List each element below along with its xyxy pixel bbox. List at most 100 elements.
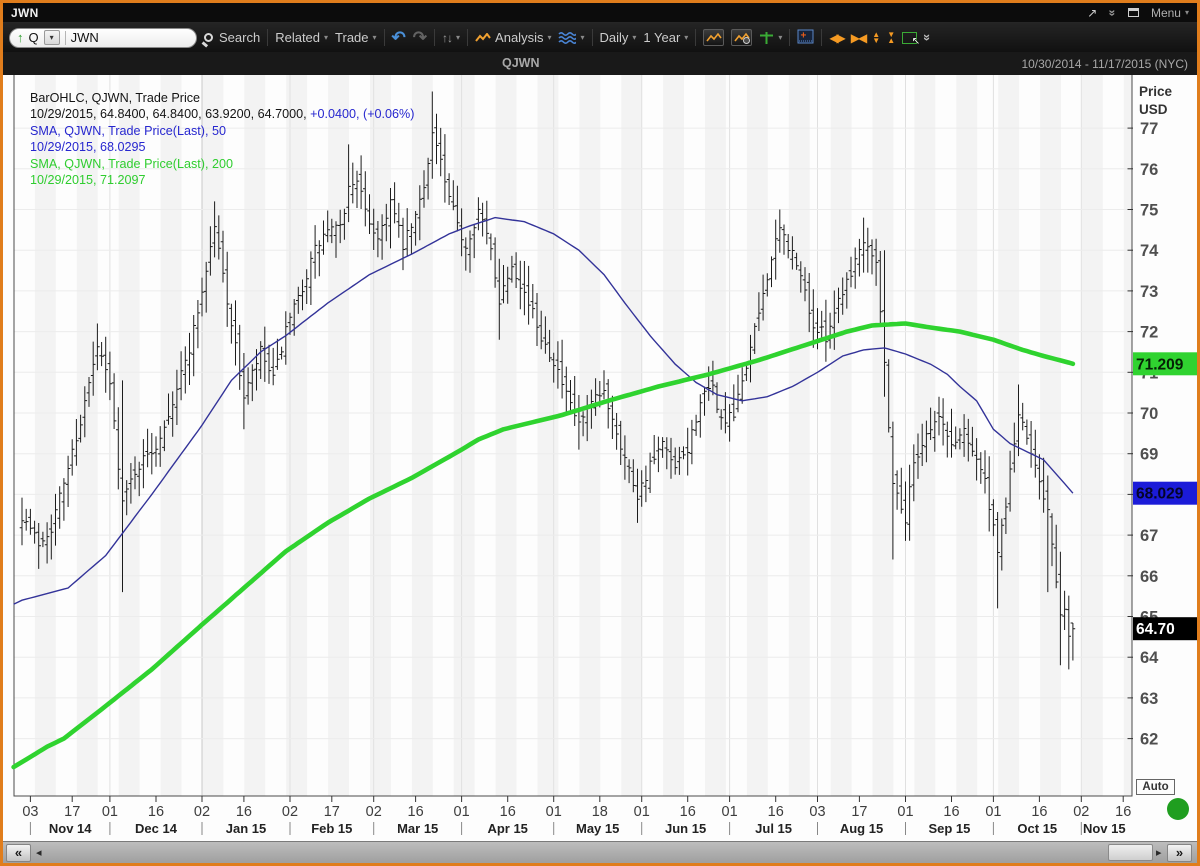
- undo-button[interactable]: ↶: [391, 28, 406, 47]
- legend-ohlc-change: +0.0400, (+0.06%): [310, 107, 415, 122]
- analysis-label: Analysis: [495, 30, 544, 45]
- divider: [267, 29, 269, 46]
- mini-chart-icon: [734, 32, 750, 42]
- range-dropdown[interactable]: 1 Year ▾: [643, 30, 688, 45]
- expand-horizontal-button[interactable]: ◀▶: [829, 30, 846, 45]
- symbol-entry[interactable]: ↑ Q ▾ JWN: [9, 27, 197, 48]
- magnifier-icon: [743, 37, 751, 44]
- svg-text:Aug 15: Aug 15: [840, 821, 883, 836]
- auto-scale-button[interactable]: Auto: [1136, 779, 1175, 795]
- restore-window-icon[interactable]: [1127, 8, 1139, 17]
- scrollbar-thumb[interactable]: [1108, 844, 1153, 861]
- search-icon: [204, 33, 213, 42]
- svg-text:Dec 14: Dec 14: [135, 821, 178, 836]
- svg-text:64.70: 64.70: [1136, 621, 1175, 638]
- plot-frame: [13, 75, 1133, 797]
- related-label: Related: [275, 30, 321, 45]
- svg-text:16: 16: [408, 804, 424, 820]
- svg-text:Mar 15: Mar 15: [397, 821, 438, 836]
- more-tools-button[interactable]: »: [920, 33, 936, 42]
- svg-text:03: 03: [22, 804, 38, 820]
- popout-icon[interactable]: ↗: [1087, 5, 1098, 20]
- legend-ohlc-values: 10/29/2015, 64.8400, 64.8400, 63.9200, 6…: [30, 106, 414, 122]
- divider: [695, 29, 697, 46]
- chevron-down-icon: ▾: [580, 32, 585, 42]
- collapse-horizontal-button[interactable]: ▶◀: [850, 30, 868, 45]
- svg-text:USD: USD: [1139, 102, 1168, 117]
- svg-text:Jul 15: Jul 15: [755, 821, 792, 836]
- chart-style-button[interactable]: [703, 29, 725, 46]
- quote-type-dropdown[interactable]: ▾: [43, 30, 60, 45]
- chart-review-button[interactable]: [731, 29, 753, 46]
- zoom-region-button[interactable]: [902, 31, 920, 47]
- triangle-down-icon: ▼: [872, 35, 881, 45]
- price-chart[interactable]: 03 17 01 16 02 16 02 17 02 16 01 16 01 18 01 16 01 16 03 17…: [3, 75, 1197, 841]
- horizontal-scrollbar[interactable]: « ◂ ▸ »: [3, 841, 1197, 863]
- scroll-right-arrow[interactable]: ▸: [1156, 847, 1162, 859]
- period-dropdown[interactable]: Daily ▾: [600, 30, 637, 45]
- svg-text:Apr 15: Apr 15: [487, 821, 527, 836]
- expand-vertical-button[interactable]: ▲ ▼: [872, 29, 881, 45]
- period-label: Daily: [599, 30, 629, 45]
- tick-settings-button[interactable]: ↑↓ ▾: [442, 31, 460, 45]
- crosshair-dropdown[interactable]: ▾: [759, 31, 782, 45]
- analysis-dropdown[interactable]: Analysis ▾: [475, 30, 551, 45]
- svg-text:72: 72: [1140, 324, 1158, 342]
- collapse-window-icon[interactable]: »: [1105, 9, 1120, 16]
- range-label: 1 Year: [643, 30, 681, 45]
- svg-text:Nov 15: Nov 15: [1083, 821, 1126, 836]
- svg-text:Jan 15: Jan 15: [226, 821, 266, 836]
- titlebar-icons: ↗ » Menu ▾: [1087, 6, 1189, 20]
- svg-text:74: 74: [1140, 242, 1159, 260]
- price-label-sma200: 71.209: [1133, 352, 1197, 376]
- svg-text:01: 01: [102, 804, 118, 820]
- window-title: JWN: [11, 5, 39, 20]
- scroll-far-left-button[interactable]: «: [6, 844, 31, 862]
- svg-text:16: 16: [1031, 804, 1047, 820]
- svg-text:01: 01: [634, 804, 650, 820]
- svg-text:01: 01: [722, 804, 738, 820]
- svg-text:01: 01: [897, 804, 913, 820]
- search-button[interactable]: Search: [204, 30, 260, 45]
- triangle-up-icon: ▲: [887, 35, 896, 45]
- trade-label: Trade: [335, 30, 369, 45]
- svg-text:02: 02: [366, 804, 382, 820]
- svg-text:63: 63: [1140, 690, 1158, 708]
- add-panel-button[interactable]: +: [797, 29, 814, 47]
- divider: [789, 29, 791, 46]
- collapse-vertical-button[interactable]: ▼ ▲: [887, 30, 896, 45]
- price-label-sma50: 68.029: [1133, 481, 1197, 505]
- svg-text:70: 70: [1140, 405, 1158, 423]
- legend-series-sma50: SMA, QJWN, Trade Price(Last), 50: [30, 123, 226, 138]
- sma200-line: [11, 321, 1076, 770]
- comparison-waves-dropdown[interactable]: ▾: [558, 31, 585, 44]
- svg-text:75: 75: [1140, 202, 1158, 220]
- chevron-down-icon: ▾: [684, 32, 689, 42]
- svg-text:02: 02: [194, 804, 210, 820]
- up-arrow-icon: ↑: [17, 30, 24, 45]
- scroll-far-right-button[interactable]: »: [1167, 844, 1192, 862]
- svg-text:16: 16: [943, 804, 959, 820]
- svg-text:01: 01: [985, 804, 1001, 820]
- related-dropdown[interactable]: Related ▾: [275, 30, 328, 45]
- triangle-up-icon: ▲: [872, 29, 881, 39]
- menu-button[interactable]: Menu ▾: [1151, 6, 1189, 20]
- divider: [64, 30, 66, 45]
- trade-dropdown[interactable]: Trade ▾: [335, 30, 377, 45]
- svg-text:17: 17: [324, 804, 340, 820]
- svg-text:+: +: [801, 30, 807, 41]
- svg-text:03: 03: [809, 804, 825, 820]
- symbol-input[interactable]: JWN: [70, 30, 99, 45]
- svg-text:71.209: 71.209: [1136, 356, 1184, 373]
- divider: [434, 29, 436, 46]
- chart-date-range: 10/30/2014 - 11/17/2015 (NYC): [1021, 57, 1188, 71]
- scroll-left-arrow[interactable]: ◂: [36, 847, 42, 859]
- chevron-down-icon: ▾: [547, 32, 552, 42]
- redo-button[interactable]: ↷: [412, 28, 428, 47]
- svg-text:May 15: May 15: [576, 821, 619, 836]
- chart-header: QJWN 10/30/2014 - 11/17/2015 (NYC): [3, 52, 1197, 75]
- legend-series-sma200: SMA, QJWN, Trade Price(Last), 200: [30, 156, 233, 171]
- legend-sma50-value: 10/29/2015, 68.0295: [30, 140, 146, 155]
- quote-type-label: Q: [28, 30, 39, 45]
